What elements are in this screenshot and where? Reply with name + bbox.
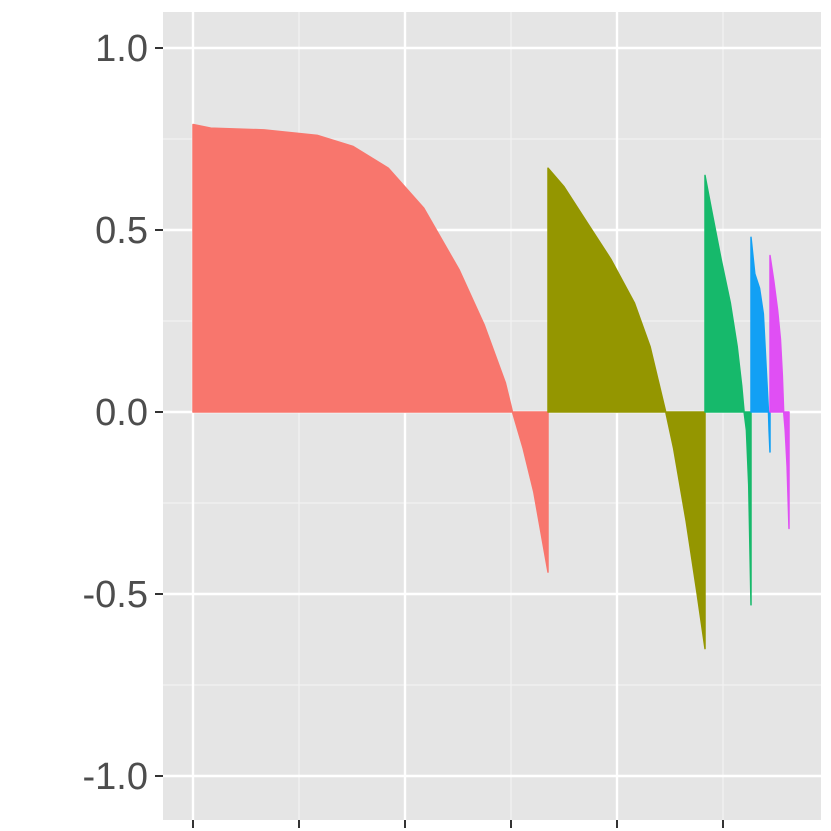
series-layer xyxy=(192,123,790,650)
series-area-1 xyxy=(192,123,549,573)
series-area-5 xyxy=(769,254,790,530)
series-area-4 xyxy=(750,236,771,453)
series-area-3 xyxy=(704,174,752,606)
y-axis: 1.0 0.5 0.0 -0.5 -1.0 xyxy=(83,28,724,828)
y-tick-label: 0.5 xyxy=(95,210,148,252)
series-area-2 xyxy=(547,167,706,650)
y-tick-label: 1.0 xyxy=(95,28,148,70)
y-tick-label: 0.0 xyxy=(95,392,148,434)
y-tick-label: -0.5 xyxy=(83,574,148,616)
y-tick-label: -1.0 xyxy=(83,756,148,798)
